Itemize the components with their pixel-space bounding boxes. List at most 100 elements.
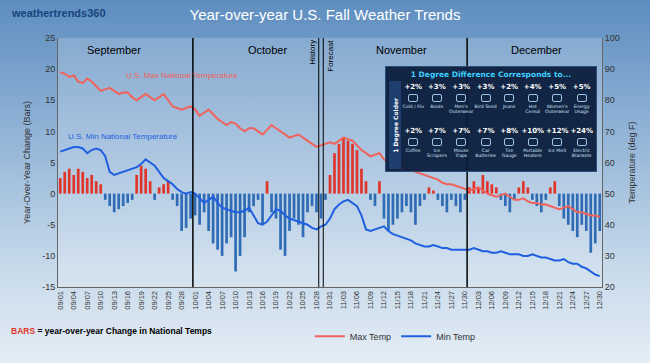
svg-text:30: 30	[605, 251, 615, 261]
svg-text:Temperature (deg F): Temperature (deg F)	[627, 121, 637, 203]
svg-text:12/03: 12/03	[474, 291, 483, 310]
svg-text:10/13: 10/13	[245, 291, 254, 310]
svg-text:-10: -10	[42, 251, 55, 261]
svg-text:10/22: 10/22	[285, 291, 294, 310]
svg-text:11/15: 11/15	[393, 291, 402, 309]
html-text:+7%: +7%	[476, 127, 495, 135]
svg-text:12/27: 12/27	[582, 291, 591, 310]
svg-text:09/04: 09/04	[69, 291, 78, 310]
svg-text:10/07: 10/07	[218, 291, 227, 310]
html-text:+2%: +2%	[404, 83, 423, 91]
svg-text:12/18: 12/18	[541, 291, 550, 310]
svg-text:11/03: 11/03	[339, 291, 348, 309]
svg-text:U.S. Min National Temperature: U.S. Min National Temperature	[68, 132, 178, 141]
svg-text:11/21: 11/21	[420, 291, 429, 309]
svg-text:12/30: 12/30	[595, 291, 604, 310]
svg-text:40: 40	[605, 220, 615, 230]
svg-text:-15: -15	[42, 282, 55, 292]
html-text:Mouse Traps: Mouse Traps	[453, 148, 469, 159]
svg-text:November: November	[376, 44, 427, 56]
svg-text:10: 10	[45, 127, 55, 137]
svg-text:11/24: 11/24	[433, 291, 442, 309]
svg-text:December: December	[511, 44, 562, 56]
svg-text:10/16: 10/16	[258, 291, 267, 310]
svg-text:Min Temp: Min Temp	[436, 332, 475, 342]
html-text:+5%: +5%	[572, 83, 591, 91]
html-text:Ice Scrapers: Ice Scrapers	[426, 148, 447, 159]
svg-text:09/10: 09/10	[96, 291, 105, 310]
svg-text:Forecast: Forecast	[326, 40, 335, 72]
svg-text:25: 25	[45, 33, 55, 43]
svg-text:12/12: 12/12	[514, 291, 523, 310]
svg-text:09/28: 09/28	[177, 291, 186, 310]
svg-text:10/31: 10/31	[325, 291, 334, 310]
html-text:Electric Blankets: Electric Blankets	[571, 148, 592, 159]
svg-text:-5: -5	[47, 220, 55, 230]
svg-text:History: History	[308, 40, 317, 65]
svg-text:weathertrends360: weathertrends360	[11, 7, 106, 19]
html-text:1 Degree Difference Correspond: 1 Degree Difference Corresponds to...	[410, 70, 572, 79]
svg-text:11/18: 11/18	[406, 291, 415, 309]
svg-text:10/28: 10/28	[312, 291, 321, 310]
svg-text:12/21: 12/21	[555, 291, 564, 310]
html-text:Tire Gauge: Tire Gauge	[501, 148, 517, 159]
svg-text:70: 70	[605, 127, 615, 137]
svg-text:09/13: 09/13	[110, 291, 119, 310]
svg-text:Max Temp: Max Temp	[350, 332, 391, 342]
svg-text:5: 5	[50, 158, 55, 168]
svg-text:10/04: 10/04	[204, 291, 213, 310]
html-text:+3%: +3%	[476, 83, 495, 91]
svg-text:20: 20	[605, 282, 615, 292]
svg-text:09/07: 09/07	[83, 291, 92, 310]
html-text:Men's Outerwear: Men's Outerwear	[449, 104, 474, 115]
html-text:Energy Usage: Energy Usage	[573, 104, 590, 115]
svg-text:09/16: 09/16	[123, 291, 132, 310]
html-text:+3%: +3%	[427, 83, 446, 91]
svg-text:Year-Over-Year Change (Bars): Year-Over-Year Change (Bars)	[22, 101, 32, 224]
html-text:1 Degree Colder: 1 Degree Colder	[391, 97, 399, 153]
svg-text:Year-over-year U.S. Fall Weath: Year-over-year U.S. Fall Weather Trends	[190, 6, 461, 23]
svg-text:20: 20	[45, 64, 55, 74]
html-text:Car Batteries: Car Batteries	[475, 148, 496, 159]
svg-text:09/01: 09/01	[56, 291, 65, 310]
svg-text:100: 100	[605, 33, 620, 43]
svg-text:U.S. Max National Temperature: U.S. Max National Temperature	[126, 71, 238, 80]
svg-text:12/09: 12/09	[501, 291, 510, 310]
html-text:+4%: +4%	[523, 83, 542, 91]
svg-text:10/10: 10/10	[231, 291, 240, 310]
html-text:Portable Heaters: Portable Heaters	[523, 148, 543, 159]
svg-text:50: 50	[605, 189, 615, 199]
svg-text:09/19: 09/19	[137, 291, 146, 310]
html-text:Women's Outerwear: Women's Outerwear	[545, 104, 570, 115]
html-text:+5%: +5%	[548, 83, 567, 91]
svg-text:September: September	[87, 44, 141, 56]
svg-text:10/01: 10/01	[191, 291, 200, 310]
html-text:Hot Cereal: Hot Cereal	[525, 104, 541, 115]
html-text:+8%: +8%	[500, 127, 518, 135]
html-text:+7%: +7%	[427, 127, 446, 135]
svg-text:90: 90	[605, 64, 615, 74]
svg-text:12/15: 12/15	[528, 291, 537, 310]
svg-text:09/22: 09/22	[150, 291, 159, 310]
html-text:+2%: +2%	[500, 83, 518, 91]
svg-text:10/25: 10/25	[298, 291, 307, 310]
svg-text:09/25: 09/25	[164, 291, 173, 310]
svg-text:October: October	[248, 44, 287, 56]
svg-text:11/30: 11/30	[460, 291, 469, 309]
svg-text:11/27: 11/27	[447, 291, 456, 309]
svg-text:0: 0	[50, 189, 55, 199]
svg-text:80: 80	[605, 95, 615, 105]
svg-text:12/24: 12/24	[568, 291, 577, 310]
svg-text:BARS = year-over-year Change i: BARS = year-over-year Change in National…	[11, 326, 212, 336]
html-text:+3%: +3%	[452, 83, 471, 91]
html-text:+2%: +2%	[404, 127, 423, 135]
svg-text:11/12: 11/12	[379, 291, 388, 309]
svg-text:11/06: 11/06	[352, 291, 361, 309]
svg-text:11/09: 11/09	[366, 291, 375, 309]
svg-text:15: 15	[45, 95, 55, 105]
svg-text:12/06: 12/06	[487, 291, 496, 310]
html-text:+10%: +10%	[521, 127, 544, 135]
svg-text:10/19: 10/19	[271, 291, 280, 310]
svg-text:60: 60	[605, 158, 615, 168]
html-text:+7%: +7%	[452, 127, 471, 135]
